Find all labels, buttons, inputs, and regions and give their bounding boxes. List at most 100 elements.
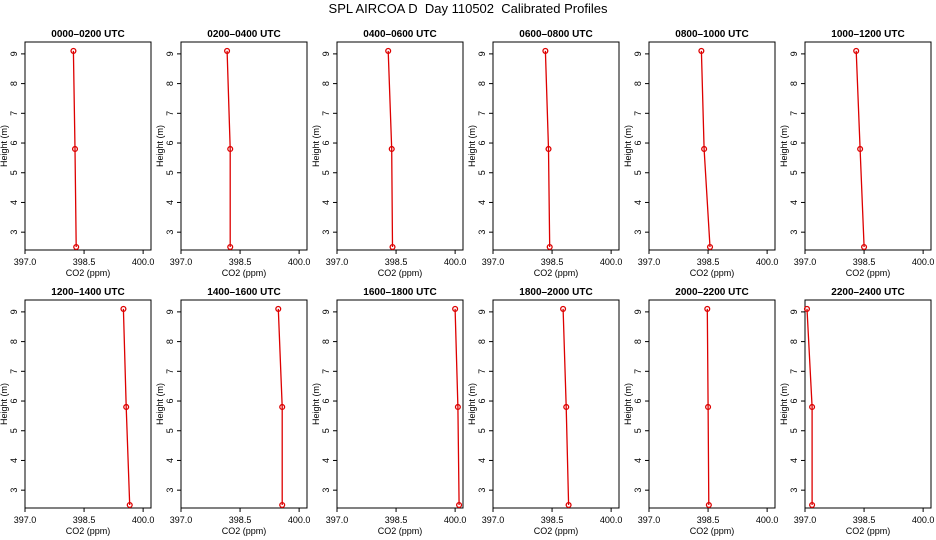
y-tick-label: 4 xyxy=(321,200,331,205)
y-tick-label: 5 xyxy=(165,170,175,175)
data-point xyxy=(705,403,712,411)
data-point xyxy=(279,403,286,411)
y-tick-label: 6 xyxy=(321,141,331,146)
data-point xyxy=(701,145,708,153)
chart-panel-8: 1400–1600 UTC 397.0 398.5 400.0 3 4 5 6 7 8 9 CO2 (… xyxy=(155,287,310,536)
y-tick-label: 5 xyxy=(633,428,643,433)
y-tick-label: 6 xyxy=(9,141,19,146)
chart-panel-4: 0600–0800 UTC 397.0 398.5 400.0 3 4 5 6 7 8 9 CO2 (… xyxy=(467,29,622,278)
x-axis-label: CO2 (ppm) xyxy=(378,268,423,278)
x-tick-label: 397.0 xyxy=(482,257,505,267)
data-point xyxy=(705,501,712,509)
y-tick-label: 5 xyxy=(9,170,19,175)
y-axis-label: Height (m) xyxy=(0,383,9,425)
x-tick-label: 400.0 xyxy=(600,257,623,267)
y-tick-label: 9 xyxy=(321,51,331,56)
x-axis-label: CO2 (ppm) xyxy=(534,268,579,278)
y-axis-label: Height (m) xyxy=(311,383,321,425)
y-axis-label: Height (m) xyxy=(623,125,633,167)
x-tick-label: 400.0 xyxy=(132,257,155,267)
panel-title: 0600–0800 UTC xyxy=(519,29,592,40)
data-point xyxy=(563,403,570,411)
x-tick-label: 397.0 xyxy=(794,515,817,525)
x-tick-label: 400.0 xyxy=(288,257,311,267)
plot-frame xyxy=(648,299,776,509)
y-tick-label: 3 xyxy=(633,230,643,235)
y-tick-label: 3 xyxy=(165,230,175,235)
x-tick-label: 398.5 xyxy=(73,257,96,267)
y-tick-label: 9 xyxy=(633,51,643,56)
y-tick-label: 7 xyxy=(9,369,19,374)
chart-panel-2: 0200–0400 UTC 397.0 398.5 400.0 3 4 5 6 7 8 9 CO2 (… xyxy=(155,29,310,278)
y-tick-label: 3 xyxy=(321,230,331,235)
y-tick-label: 7 xyxy=(321,111,331,116)
y-tick-label: 8 xyxy=(9,81,19,86)
y-tick-label: 8 xyxy=(789,339,799,344)
data-point xyxy=(565,501,572,509)
y-tick-label: 7 xyxy=(789,369,799,374)
panel-title: 0800–1000 UTC xyxy=(675,29,748,40)
y-tick-label: 6 xyxy=(633,399,643,404)
y-tick-label: 9 xyxy=(789,51,799,56)
panel-title: 1800–2000 UTC xyxy=(519,287,592,298)
x-tick-label: 398.5 xyxy=(385,257,408,267)
y-tick-label: 5 xyxy=(477,170,487,175)
y-axis-label: Height (m) xyxy=(155,125,165,167)
y-axis-label: Height (m) xyxy=(467,125,477,167)
x-tick-label: 400.0 xyxy=(756,257,779,267)
x-axis-label: CO2 (ppm) xyxy=(534,526,579,536)
y-tick-label: 7 xyxy=(321,369,331,374)
x-axis-label: CO2 (ppm) xyxy=(846,268,891,278)
profile-line xyxy=(806,308,813,505)
y-tick-label: 4 xyxy=(165,458,175,463)
chart-panel-5: 0800–1000 UTC 397.0 398.5 400.0 3 4 5 6 7 8 9 CO2 (… xyxy=(623,29,778,278)
profile-line xyxy=(226,50,231,247)
y-tick-label: 7 xyxy=(633,111,643,116)
x-tick-label: 397.0 xyxy=(794,257,817,267)
y-axis-label: Height (m) xyxy=(779,125,789,167)
x-tick-label: 397.0 xyxy=(326,515,349,525)
x-axis-label: CO2 (ppm) xyxy=(66,268,111,278)
data-point xyxy=(224,47,231,54)
profile-line xyxy=(706,308,710,506)
data-point xyxy=(809,403,816,411)
panel-title: 0400–0600 UTC xyxy=(363,29,436,40)
chart-panel-1: 0000–0200 UTC 397.0 398.5 400.0 3 4 5 6 7 8 9 CO2 (… xyxy=(0,29,154,278)
data-point xyxy=(388,145,395,153)
profile-line xyxy=(387,50,394,248)
y-tick-label: 9 xyxy=(321,309,331,314)
y-tick-label: 3 xyxy=(165,488,175,493)
x-tick-label: 398.5 xyxy=(697,257,720,267)
y-axis-label: Height (m) xyxy=(779,383,789,425)
y-tick-label: 7 xyxy=(477,111,487,116)
y-tick-label: 5 xyxy=(9,428,19,433)
y-tick-label: 3 xyxy=(9,230,19,235)
chart-panel-7: 1200–1400 UTC 397.0 398.5 400.0 3 4 5 6 7 8 9 CO2 (… xyxy=(0,287,154,536)
data-point xyxy=(857,145,864,153)
x-tick-label: 397.0 xyxy=(326,257,349,267)
x-tick-label: 397.0 xyxy=(638,515,661,525)
profile-line xyxy=(122,308,131,506)
x-tick-label: 397.0 xyxy=(170,515,193,525)
profile-line xyxy=(454,308,460,506)
y-tick-label: 4 xyxy=(633,200,643,205)
x-tick-label: 400.0 xyxy=(132,515,155,525)
plot-frame xyxy=(648,41,776,251)
x-axis-label: CO2 (ppm) xyxy=(846,526,891,536)
y-tick-label: 9 xyxy=(633,309,643,314)
data-point xyxy=(126,501,133,509)
data-point xyxy=(385,47,392,54)
y-axis-label: Height (m) xyxy=(311,125,321,167)
y-tick-label: 4 xyxy=(789,458,799,463)
y-tick-label: 7 xyxy=(9,111,19,116)
x-tick-label: 400.0 xyxy=(756,515,779,525)
x-tick-label: 398.5 xyxy=(853,515,876,525)
chart-panel-11: 2000–2200 UTC 397.0 398.5 400.0 3 4 5 6 7 8 9 CO2 (… xyxy=(623,287,778,536)
profile-line xyxy=(700,50,711,248)
profile-line xyxy=(72,50,77,248)
x-tick-label: 400.0 xyxy=(288,515,311,525)
panel-title: 0200–0400 UTC xyxy=(207,29,280,40)
plot-frame xyxy=(804,41,932,251)
x-tick-label: 400.0 xyxy=(912,515,935,525)
